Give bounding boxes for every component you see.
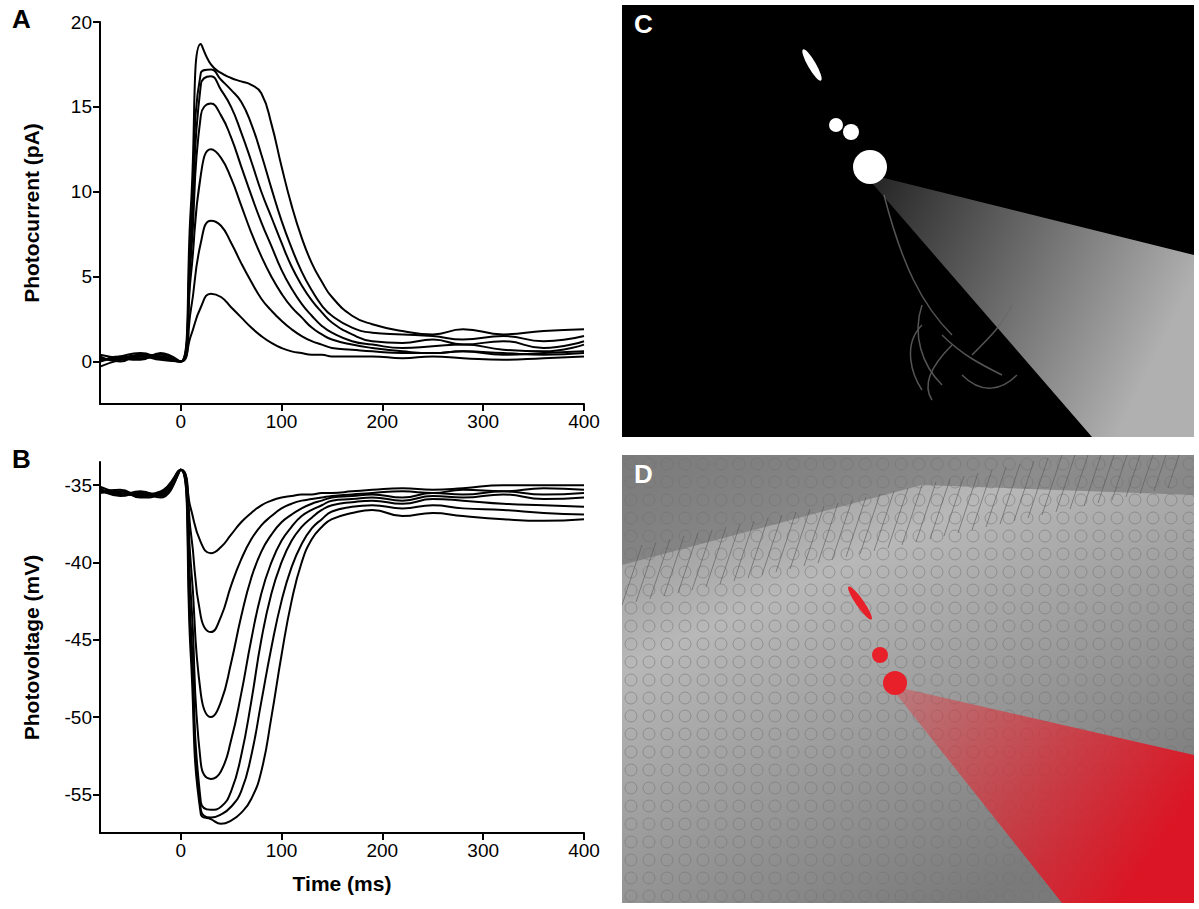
svg-text:0: 0 xyxy=(175,411,186,432)
svg-text:0: 0 xyxy=(81,351,92,372)
svg-text:0: 0 xyxy=(175,840,186,861)
svg-text:-50: -50 xyxy=(65,707,92,728)
svg-text:-45: -45 xyxy=(65,629,92,650)
svg-text:Time (ms): Time (ms) xyxy=(293,872,392,895)
svg-text:5: 5 xyxy=(81,266,92,287)
html-text:A: A xyxy=(12,4,31,34)
svg-text:200: 200 xyxy=(366,840,398,861)
html-text:D: D xyxy=(634,459,653,489)
svg-text:15: 15 xyxy=(71,96,92,117)
svg-text:300: 300 xyxy=(467,411,499,432)
svg-text:100: 100 xyxy=(266,840,298,861)
svg-text:300: 300 xyxy=(467,840,499,861)
svg-text:10: 10 xyxy=(71,181,92,202)
html-text:C: C xyxy=(634,9,653,39)
svg-text:Photocurrent (pA): Photocurrent (pA) xyxy=(20,123,43,303)
svg-text:200: 200 xyxy=(366,411,398,432)
svg-text:-55: -55 xyxy=(65,784,92,805)
svg-text:20: 20 xyxy=(71,12,92,33)
html-text:B: B xyxy=(12,444,31,474)
svg-text:100: 100 xyxy=(266,411,298,432)
svg-text:400: 400 xyxy=(568,840,600,861)
svg-text:-35: -35 xyxy=(65,475,92,496)
svg-text:-40: -40 xyxy=(65,552,92,573)
svg-text:400: 400 xyxy=(568,411,600,432)
svg-text:Photovoltage (mV): Photovoltage (mV) xyxy=(20,555,43,741)
